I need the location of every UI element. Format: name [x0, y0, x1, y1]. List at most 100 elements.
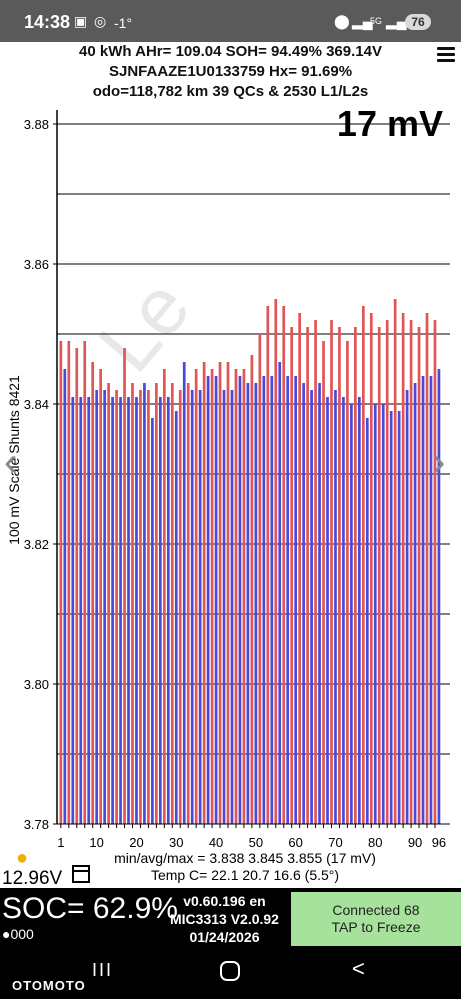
cell-bar-88: [405, 390, 409, 824]
cell-bar-53: [266, 306, 270, 824]
cell-bar-31: [178, 390, 182, 824]
cell-bar-77: [361, 306, 365, 824]
cell-voltage-chart[interactable]: Le 3.883.863.843.823.803.78 1 10 20 30 40 50 6…: [0, 100, 461, 888]
y-tick-label: 3.80: [24, 677, 49, 692]
cell-bar-20: [135, 397, 138, 824]
cell-bar-27: [162, 369, 166, 824]
cell-bar-19: [131, 383, 134, 824]
cell-bar-82: [381, 404, 385, 824]
cell-bar-50: [254, 383, 258, 824]
cell-bar-15: [115, 390, 118, 824]
cell-bar-48: [246, 383, 250, 824]
previous-arrow-icon[interactable]: ‹: [4, 440, 18, 484]
recent-apps-button[interactable]: III: [92, 960, 114, 980]
header-line-vin: SJNFAAZE1U0133759 Hx= 91.69%: [108, 63, 353, 80]
cell-bar-18: [127, 397, 130, 824]
aux-battery-voltage: 12.96V: [2, 868, 63, 888]
cell-bar-25: [155, 383, 158, 824]
soc-readout: SOC= 62.9%: [2, 892, 178, 925]
calendar-icon[interactable]: [72, 865, 90, 883]
cell-bar-39: [210, 369, 214, 824]
cell-bar-1: [59, 341, 63, 824]
cell-bar-29: [170, 383, 174, 824]
x-tick-label: 20: [129, 835, 143, 850]
x-tick-label: 1: [57, 835, 64, 850]
status-dots: ●000: [2, 926, 34, 942]
cell-bar-47: [242, 369, 246, 824]
date-label: 01/24/2026: [189, 929, 260, 945]
cell-bar-51: [258, 334, 262, 824]
y-axis-label: 100 mV Scale Shunts 8421: [6, 375, 22, 545]
cell-bar-90: [413, 383, 417, 824]
vehicle-info-header: 40 kWh AHr= 109.04 SOH= 94.49% 369.14V S…: [0, 42, 461, 102]
cell-bar-9: [91, 362, 95, 824]
cell-bar-12: [103, 390, 106, 824]
cell-bar-67: [322, 341, 325, 824]
cell-bar-33: [186, 383, 190, 824]
cell-bar-96: [437, 369, 441, 824]
cell-bar-43: [226, 362, 230, 824]
location-icon: ⬤: [334, 13, 350, 29]
menu-icon[interactable]: [437, 47, 455, 63]
stats-temperature: Temp C= 22.1 20.7 16.6 (5.5°): [151, 867, 339, 883]
cell-bar-45: [234, 369, 238, 824]
cell-bar-55: [274, 299, 278, 824]
cell-bar-59: [290, 327, 294, 824]
cell-bar-44: [230, 390, 234, 824]
cell-bar-71: [338, 327, 341, 824]
cell-bar-81: [377, 327, 381, 824]
home-button[interactable]: [220, 961, 240, 981]
y-tick-label: 3.84: [24, 397, 49, 412]
lightbulb-icon[interactable]: ●: [16, 847, 28, 869]
cell-bar-49: [250, 355, 254, 824]
cell-bar-69: [330, 320, 333, 824]
cell-bar-72: [342, 397, 345, 824]
cell-bar-61: [298, 313, 301, 824]
cell-bar-76: [358, 397, 361, 824]
y-tick-label: 3.86: [24, 257, 49, 272]
y-tick-label: 3.78: [24, 817, 49, 832]
cell-bar-3: [67, 341, 71, 824]
cell-bar-13: [107, 383, 110, 824]
signal-icon: ▂▄: [386, 13, 407, 29]
cell-bar-11: [99, 369, 102, 824]
y-tick-label: 3.88: [24, 117, 49, 132]
cell-bar-41: [218, 362, 222, 824]
status-time: 14:38: [24, 12, 71, 32]
cell-bar-78: [365, 418, 369, 824]
next-arrow-icon[interactable]: ›: [432, 440, 446, 484]
cell-bar-35: [194, 369, 198, 824]
x-tick-label: 96: [432, 835, 446, 850]
y-tick-label: 3.82: [24, 537, 49, 552]
cell-bar-68: [326, 397, 329, 824]
connected-freeze-button[interactable]: Connected 68 TAP to Freeze: [291, 892, 461, 946]
back-button[interactable]: <: [352, 956, 365, 981]
header-line-battery: 40 kWh AHr= 109.04 SOH= 94.49% 369.14V: [79, 43, 382, 60]
cell-bar-24: [151, 418, 154, 824]
cell-bar-46: [238, 376, 242, 824]
cell-bar-5: [75, 348, 79, 824]
module-version: MIC3313 V2.0.92: [170, 911, 279, 927]
cell-bar-36: [198, 390, 202, 824]
x-tick-label: 10: [89, 835, 103, 850]
cell-bar-56: [278, 362, 282, 824]
cell-bar-85: [393, 299, 397, 824]
cell-bar-91: [417, 327, 421, 824]
cell-bar-86: [397, 411, 401, 824]
x-tick-label: 90: [408, 835, 422, 850]
cell-bar-30: [174, 411, 178, 824]
cell-bar-7: [83, 341, 87, 824]
cell-bar-89: [409, 320, 413, 824]
cell-bar-17: [123, 348, 126, 824]
x-tick-label: 40: [209, 835, 223, 850]
cell-bar-60: [294, 376, 298, 824]
status-bar: 14:38 ▣ ◎ -1° ⬤ ▂▄ 5G ▂▄ 76: [0, 0, 461, 42]
cell-bar-93: [425, 313, 429, 824]
x-tick-label: 60: [288, 835, 302, 850]
cell-bar-80: [373, 404, 377, 824]
cell-bar-74: [350, 404, 353, 824]
stats-minavgmax: min/avg/max = 3.838 3.845 3.855 (17 mV): [114, 850, 376, 866]
cell-bar-34: [190, 390, 194, 824]
cell-bar-62: [302, 383, 305, 824]
cell-bar-2: [63, 369, 67, 824]
